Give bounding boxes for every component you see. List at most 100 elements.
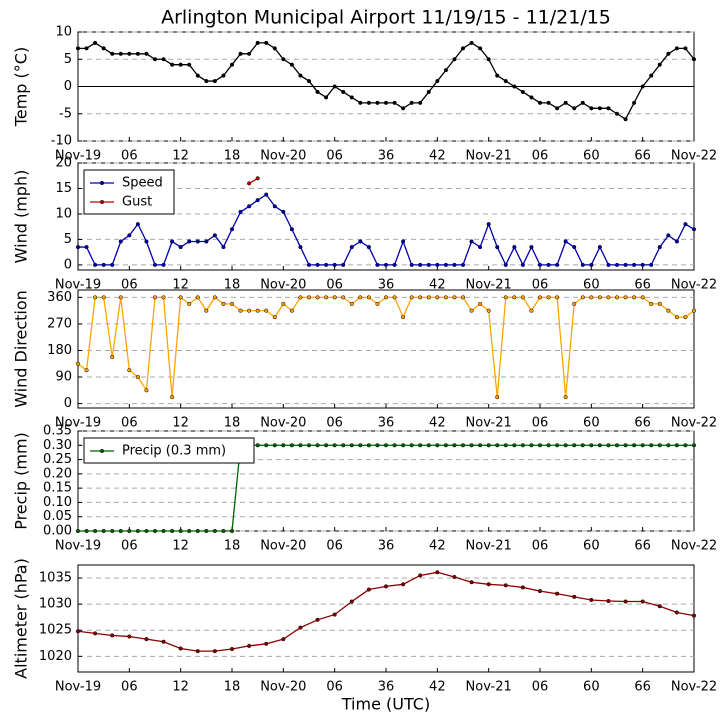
x-tick-label: 36: [378, 278, 395, 293]
data-point: [212, 649, 217, 654]
data-point: [674, 610, 679, 615]
data-point: [486, 57, 491, 62]
x-tick-label: 12: [172, 416, 189, 431]
x-tick-label: Nov-22: [671, 149, 717, 164]
data-point: [469, 580, 474, 585]
data-point: [272, 46, 277, 51]
x-tick-label: Nov-22: [671, 680, 717, 695]
data-point: [341, 262, 346, 267]
data-point: [486, 582, 491, 587]
legend-label: Speed: [122, 176, 163, 191]
x-tick-label: Nov-20: [260, 278, 306, 293]
data-point: [298, 245, 303, 250]
data-point: [597, 106, 602, 111]
data-point: [632, 100, 637, 105]
data-point: [178, 646, 183, 651]
data-point: [349, 301, 354, 306]
y-tick-label: 10: [55, 25, 72, 40]
data-point: [84, 528, 89, 534]
data-point: [563, 443, 568, 448]
data-point: [691, 443, 697, 448]
x-tick-label: Nov-19: [55, 416, 101, 431]
data-point: [426, 295, 431, 300]
data-point: [418, 295, 423, 300]
data-point: [392, 262, 397, 267]
data-point: [418, 100, 423, 105]
data-point: [315, 617, 320, 622]
data-point: [247, 181, 252, 186]
data-point: [452, 443, 457, 448]
x-tick-label: Nov-19: [55, 278, 101, 293]
y-tick-label: 0.15: [43, 481, 72, 496]
data-point: [649, 301, 654, 306]
data-point: [255, 40, 260, 45]
data-point: [306, 443, 312, 448]
data-point: [75, 46, 81, 51]
data-point: [512, 443, 517, 448]
data-point: [324, 443, 329, 448]
x-tick-label: Nov-21: [466, 416, 512, 431]
data-point: [110, 51, 115, 56]
data-point: [204, 528, 209, 534]
data-point: [221, 73, 226, 78]
data-point: [306, 79, 312, 84]
data-point: [204, 308, 209, 313]
data-point: [272, 443, 277, 448]
plot-frame: [77, 289, 695, 409]
legend-box: [83, 169, 175, 215]
data-point: [324, 95, 329, 100]
data-point: [529, 308, 534, 313]
data-point: [435, 262, 440, 267]
x-tick-label: 06: [326, 416, 343, 431]
x-tick-label: 06: [121, 416, 138, 431]
data-point: [691, 57, 697, 62]
series-line: [77, 571, 695, 652]
data-point: [623, 117, 628, 122]
data-point: [478, 46, 483, 51]
y-tick-label: 20: [55, 156, 72, 171]
data-point: [683, 46, 688, 51]
legend-marker: [99, 448, 105, 454]
data-point: [546, 100, 551, 105]
data-point: [221, 301, 226, 306]
data-point: [127, 233, 132, 238]
data-point: [469, 443, 474, 448]
data-point: [435, 570, 440, 575]
data-point: [426, 262, 431, 267]
data-point: [349, 599, 354, 604]
data-point: [392, 295, 397, 300]
y-tick-label: 90: [55, 370, 72, 385]
y-tick-label: 0: [64, 396, 72, 411]
data-point: [255, 176, 260, 181]
data-point: [212, 233, 217, 238]
data-point: [195, 73, 200, 78]
data-point: [238, 308, 243, 313]
data-point: [84, 46, 89, 51]
x-tick-label: 06: [326, 149, 343, 164]
data-point: [691, 613, 697, 618]
x-tick-label: 06: [121, 680, 138, 695]
data-point: [178, 62, 183, 67]
data-point: [683, 315, 688, 320]
data-point: [666, 308, 671, 313]
data-point: [469, 308, 474, 313]
data-point: [401, 582, 406, 587]
data-point: [537, 295, 543, 300]
data-point: [486, 222, 491, 227]
data-point: [161, 57, 166, 62]
data-point: [247, 51, 252, 56]
x-tick-label: 06: [532, 149, 549, 164]
data-point: [170, 528, 175, 534]
data-point: [264, 308, 269, 313]
x-tick-label: 18: [224, 278, 241, 293]
data-point: [332, 262, 337, 267]
data-point: [358, 100, 363, 105]
data-point: [366, 245, 371, 250]
data-point: [289, 62, 294, 67]
data-point: [580, 295, 585, 300]
data-point: [127, 51, 132, 56]
x-tick-label: Nov-19: [55, 539, 101, 554]
data-point: [75, 528, 81, 534]
data-point: [597, 295, 602, 300]
data-point: [401, 443, 406, 448]
